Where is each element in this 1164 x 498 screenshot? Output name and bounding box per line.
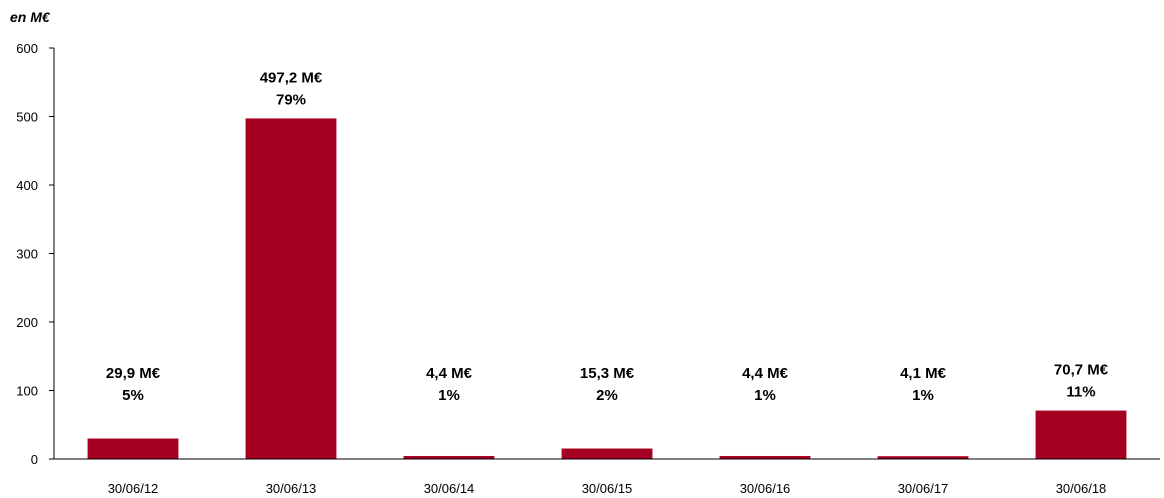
bar [87,438,179,459]
data-label-value: 70,7 M€ [1054,362,1109,379]
x-tick-label: 30/06/18 [1056,481,1107,496]
y-tick-label: 500 [16,110,38,125]
x-axis-labels: 30/06/12 30/06/13 30/06/14 30/06/15 30/06/16… [108,481,1107,496]
y-tick-label: 600 [16,41,38,56]
bar [719,455,811,459]
data-label-value: 4,4 M€ [426,365,473,382]
y-tick-label: 400 [16,178,38,193]
data-label-value: 29,9 M€ [106,365,161,382]
x-tick-label: 30/06/14 [424,481,475,496]
y-axis-ticks: 0 100 200 300 400 500 600 [16,41,54,467]
y-tick-label: 300 [16,247,38,262]
y-tick-label: 100 [16,384,38,399]
data-label-value: 4,4 M€ [742,365,789,382]
x-tick-label: 30/06/16 [740,481,791,496]
x-tick-label: 30/06/17 [898,481,949,496]
data-label-percent: 1% [438,387,460,404]
unit-label: en M€ [10,9,51,25]
x-tick-label: 30/06/15 [582,481,633,496]
y-tick-label: 0 [31,452,38,467]
bar [245,118,337,459]
x-tick-label: 30/06/13 [266,481,317,496]
data-label-value: 4,1 M€ [900,365,947,382]
x-tick-label: 30/06/12 [108,481,159,496]
bars [87,118,1127,459]
data-label-percent: 1% [912,387,934,404]
data-label-value: 15,3 M€ [580,365,635,382]
data-label-percent: 79% [276,91,306,108]
data-labels: 29,9 M€ 5% 497,2 M€ 79% 4,4 M€ 1% 15,3 M€ 2% 4,4… [106,69,1109,404]
data-label-percent: 5% [122,387,144,404]
data-label-value: 497,2 M€ [260,69,323,86]
data-label-percent: 1% [754,387,776,404]
data-label-percent: 2% [596,387,618,404]
bar [877,456,969,459]
y-tick-label: 200 [16,315,38,330]
bar [403,455,495,459]
bar [561,448,653,459]
data-label-percent: 11% [1066,384,1095,401]
bar [1035,410,1127,459]
